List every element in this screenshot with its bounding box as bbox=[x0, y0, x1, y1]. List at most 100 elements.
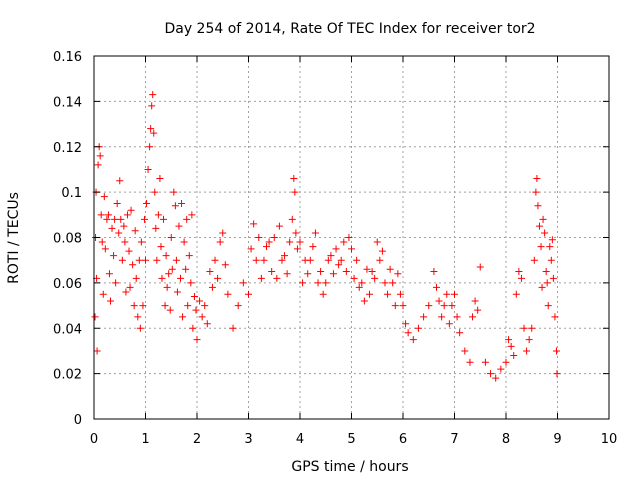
data-point bbox=[117, 215, 125, 223]
data-point bbox=[158, 274, 166, 282]
data-point bbox=[309, 243, 317, 251]
data-points bbox=[91, 91, 561, 382]
data-point bbox=[122, 288, 130, 296]
data-point bbox=[257, 274, 265, 282]
x-tick-label: 10 bbox=[601, 432, 618, 447]
data-point bbox=[103, 215, 111, 223]
data-point bbox=[348, 245, 355, 253]
data-point bbox=[386, 265, 394, 273]
data-point bbox=[129, 261, 137, 269]
data-point bbox=[108, 224, 116, 232]
data-point bbox=[263, 243, 271, 251]
data-point bbox=[292, 229, 300, 237]
x-axis-label: GPS time / hours bbox=[291, 459, 408, 475]
data-point bbox=[105, 270, 113, 278]
data-point bbox=[116, 177, 124, 185]
data-point bbox=[221, 261, 229, 269]
data-point bbox=[104, 211, 112, 219]
data-point bbox=[528, 324, 536, 332]
data-point bbox=[127, 206, 135, 214]
data-point bbox=[293, 245, 301, 253]
data-point bbox=[163, 283, 171, 291]
data-point bbox=[171, 202, 179, 210]
data-point bbox=[448, 302, 456, 310]
data-point bbox=[414, 324, 422, 332]
data-point bbox=[533, 175, 541, 183]
data-point bbox=[520, 324, 528, 332]
data-point bbox=[440, 302, 448, 310]
x-tick-label: 0 bbox=[90, 432, 98, 447]
data-point bbox=[324, 256, 332, 264]
data-point bbox=[507, 342, 515, 350]
data-point bbox=[350, 274, 358, 282]
data-point bbox=[98, 238, 106, 246]
data-point bbox=[409, 336, 417, 344]
data-point bbox=[234, 302, 242, 310]
y-tick-label: 0.16 bbox=[53, 50, 82, 65]
data-point bbox=[551, 313, 559, 321]
data-point bbox=[544, 302, 552, 310]
data-point bbox=[142, 256, 149, 264]
data-point bbox=[140, 215, 148, 223]
data-point bbox=[317, 268, 325, 276]
data-point bbox=[304, 270, 312, 278]
data-point bbox=[329, 270, 337, 278]
data-point bbox=[180, 238, 188, 246]
data-point bbox=[148, 102, 156, 110]
data-point bbox=[535, 222, 543, 230]
data-point bbox=[150, 129, 158, 137]
data-point bbox=[299, 279, 307, 287]
data-point bbox=[476, 263, 484, 271]
x-tick-label: 9 bbox=[553, 432, 561, 447]
y-axis-tick-labels: 0 0.02 0.04 0.06 0.08 0.1 0.12 0.14 0.16 bbox=[53, 50, 82, 428]
data-point bbox=[530, 256, 538, 264]
x-tick-label: 4 bbox=[296, 432, 304, 447]
y-tick-label: 0.06 bbox=[53, 277, 82, 292]
data-point bbox=[549, 274, 557, 282]
data-point bbox=[134, 313, 142, 321]
data-point bbox=[275, 222, 283, 230]
data-point bbox=[319, 290, 327, 298]
data-point bbox=[548, 236, 556, 244]
data-point bbox=[314, 279, 322, 287]
data-point bbox=[311, 229, 319, 237]
x-tick-label: 1 bbox=[141, 432, 149, 447]
data-point bbox=[291, 188, 299, 196]
data-point bbox=[192, 306, 200, 314]
data-point bbox=[497, 365, 505, 373]
data-point bbox=[381, 279, 389, 287]
data-point bbox=[214, 274, 222, 282]
data-point bbox=[420, 313, 428, 321]
data-point bbox=[189, 324, 197, 332]
data-point bbox=[182, 265, 190, 273]
y-tick-label: 0.08 bbox=[53, 232, 82, 247]
data-point bbox=[461, 347, 469, 355]
data-point bbox=[335, 261, 343, 269]
data-point bbox=[113, 199, 121, 207]
data-point bbox=[185, 252, 193, 260]
data-point bbox=[156, 175, 164, 183]
data-point bbox=[111, 215, 119, 223]
data-point bbox=[366, 290, 374, 298]
data-point bbox=[96, 152, 104, 160]
data-point bbox=[471, 297, 479, 305]
data-point bbox=[118, 256, 126, 264]
data-point bbox=[137, 238, 145, 246]
data-point bbox=[286, 238, 294, 246]
data-point bbox=[121, 238, 129, 246]
data-point bbox=[443, 290, 451, 298]
data-point bbox=[190, 292, 198, 300]
data-point bbox=[353, 256, 361, 264]
data-point bbox=[402, 320, 410, 328]
data-point bbox=[255, 234, 263, 241]
data-point bbox=[177, 274, 185, 282]
data-point bbox=[534, 202, 542, 210]
data-point bbox=[101, 245, 109, 253]
data-point bbox=[268, 268, 276, 276]
data-point bbox=[399, 302, 407, 310]
x-tick-label: 3 bbox=[244, 432, 252, 447]
x-tick-label: 2 bbox=[193, 432, 201, 447]
data-point bbox=[183, 215, 191, 223]
data-point bbox=[247, 245, 255, 253]
data-point bbox=[265, 238, 273, 246]
